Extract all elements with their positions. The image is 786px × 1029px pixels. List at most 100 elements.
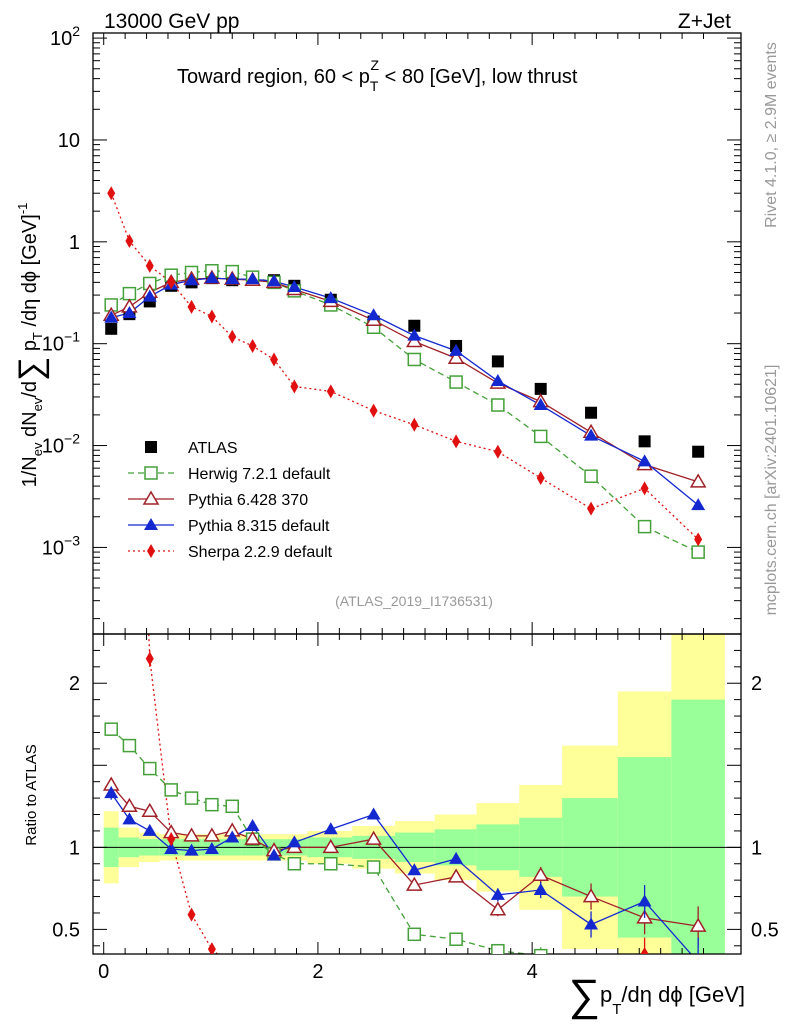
main-point-4: [410, 417, 419, 432]
legend-label: Pythia 6.428 370: [188, 492, 308, 509]
main-point-1: [407, 352, 422, 367]
main-point-4: [290, 379, 299, 394]
ylabel-e: /dη dϕ [GeV]: [19, 214, 41, 332]
ratio-point-2: [532, 866, 550, 881]
x-tick-label: 2: [312, 961, 323, 983]
main-point-4: [248, 338, 257, 353]
ratio-point-4: [410, 986, 418, 1000]
title-sup: Z: [370, 57, 379, 73]
title-post: < 80 [GeV], low thrust: [379, 66, 578, 88]
main-point-3: [323, 291, 338, 304]
main-point-4: [167, 275, 176, 290]
main-line-1: [110, 270, 699, 553]
ratio-point-2: [689, 917, 707, 932]
main-point-0: [585, 406, 598, 419]
ratio-point-4: [327, 985, 335, 999]
main-y-tick-label: 10−3: [42, 532, 80, 559]
ylabel-d: p: [19, 340, 41, 357]
tick-base: 1: [69, 232, 80, 254]
ratio-point-4: [640, 947, 649, 954]
tick-exponent: 2: [72, 23, 80, 39]
ratio-point-2: [322, 838, 340, 854]
xlabel-sigma: ∑: [569, 971, 600, 1020]
ratio-point-1: [366, 860, 381, 874]
main-point-3: [490, 374, 505, 387]
main-point-3: [142, 289, 157, 302]
ratio-point-1: [205, 797, 219, 812]
main-point-3: [204, 271, 219, 284]
main-point-0: [534, 382, 547, 395]
tick-exponent: −3: [64, 532, 80, 548]
ratio-point-4: [207, 942, 216, 954]
legend-marker: [142, 490, 160, 505]
ratio-point-4: [167, 832, 176, 847]
ratio-point-2: [447, 868, 465, 883]
main-y-tick-label: 10: [58, 130, 80, 152]
main-point-4: [493, 444, 502, 459]
ratio-point-3: [584, 917, 599, 930]
main-point-2: [689, 473, 707, 488]
ratio-point-2: [203, 827, 221, 842]
ratio-point-3: [323, 822, 338, 835]
main-point-4: [207, 309, 216, 324]
ratio-point-4: [452, 985, 460, 999]
main-point-4: [587, 501, 596, 516]
ratio-point-4: [270, 978, 278, 992]
main-point-4: [452, 434, 461, 449]
ratio-point-4: [145, 651, 154, 666]
ratio-point-1: [491, 943, 505, 954]
ratio-point-3: [225, 830, 240, 843]
x-tick-label: 4: [527, 961, 538, 983]
ratio-point-1: [225, 799, 239, 814]
ylabel-c: /d: [19, 381, 41, 398]
ratio-point-1: [184, 791, 199, 805]
tick-base: 10: [50, 28, 72, 50]
main-point-3: [184, 273, 199, 286]
main-point-3: [104, 310, 119, 323]
ratio-point-1: [164, 783, 178, 797]
ratio-point-4: [494, 983, 502, 997]
ratio-point-1: [533, 948, 548, 954]
main-point-0: [692, 445, 705, 458]
ratio-point-3: [637, 894, 652, 907]
ratio-point-3: [267, 848, 282, 861]
legend-marker: [147, 544, 155, 558]
main-point-3: [449, 343, 464, 356]
main-point-2: [447, 349, 465, 364]
main-point-4: [694, 532, 703, 547]
tick-base: 10: [42, 334, 64, 356]
main-point-1: [449, 375, 463, 389]
ylabel-d-sub: T: [30, 332, 45, 340]
x-tick-label: 0: [98, 961, 109, 983]
x-axis-label: ∑pT/dη dϕ [GeV]: [569, 971, 745, 1020]
ratio-point-4: [187, 907, 196, 922]
ratio-point-3: [104, 786, 119, 799]
tick-base: 10: [42, 436, 64, 458]
ratio-point-2: [183, 827, 200, 842]
legend-marker: [144, 518, 158, 530]
main-point-1: [637, 519, 652, 534]
ratio-y-tick-label-right: 0.5: [751, 919, 779, 941]
main-point-3: [407, 328, 422, 341]
ratio-point-3: [366, 807, 381, 820]
main-point-1: [691, 545, 705, 559]
tick-exponent: −1: [64, 329, 80, 345]
main-data-marks: [102, 186, 707, 559]
xlabel-p: p: [600, 982, 612, 1007]
ratio-y-tick-label-left: 0.5: [52, 919, 80, 941]
ratio-point-3: [164, 841, 179, 854]
title-pre: Toward region, 60 < p: [177, 66, 370, 88]
main-point-4: [369, 403, 378, 418]
ratio-point-3: [533, 883, 548, 895]
main-point-3: [637, 454, 652, 467]
main-point-4: [187, 299, 196, 314]
plot-title: Toward region, 60 < pTZ < 80 [GeV], low …: [177, 57, 578, 94]
main-point-0: [408, 319, 421, 332]
main-point-4: [228, 329, 237, 344]
main-point-3: [267, 274, 282, 287]
ratio-uncertainty-bands: [93, 634, 741, 954]
ratio-point-2: [244, 830, 261, 845]
main-point-0: [491, 355, 504, 368]
